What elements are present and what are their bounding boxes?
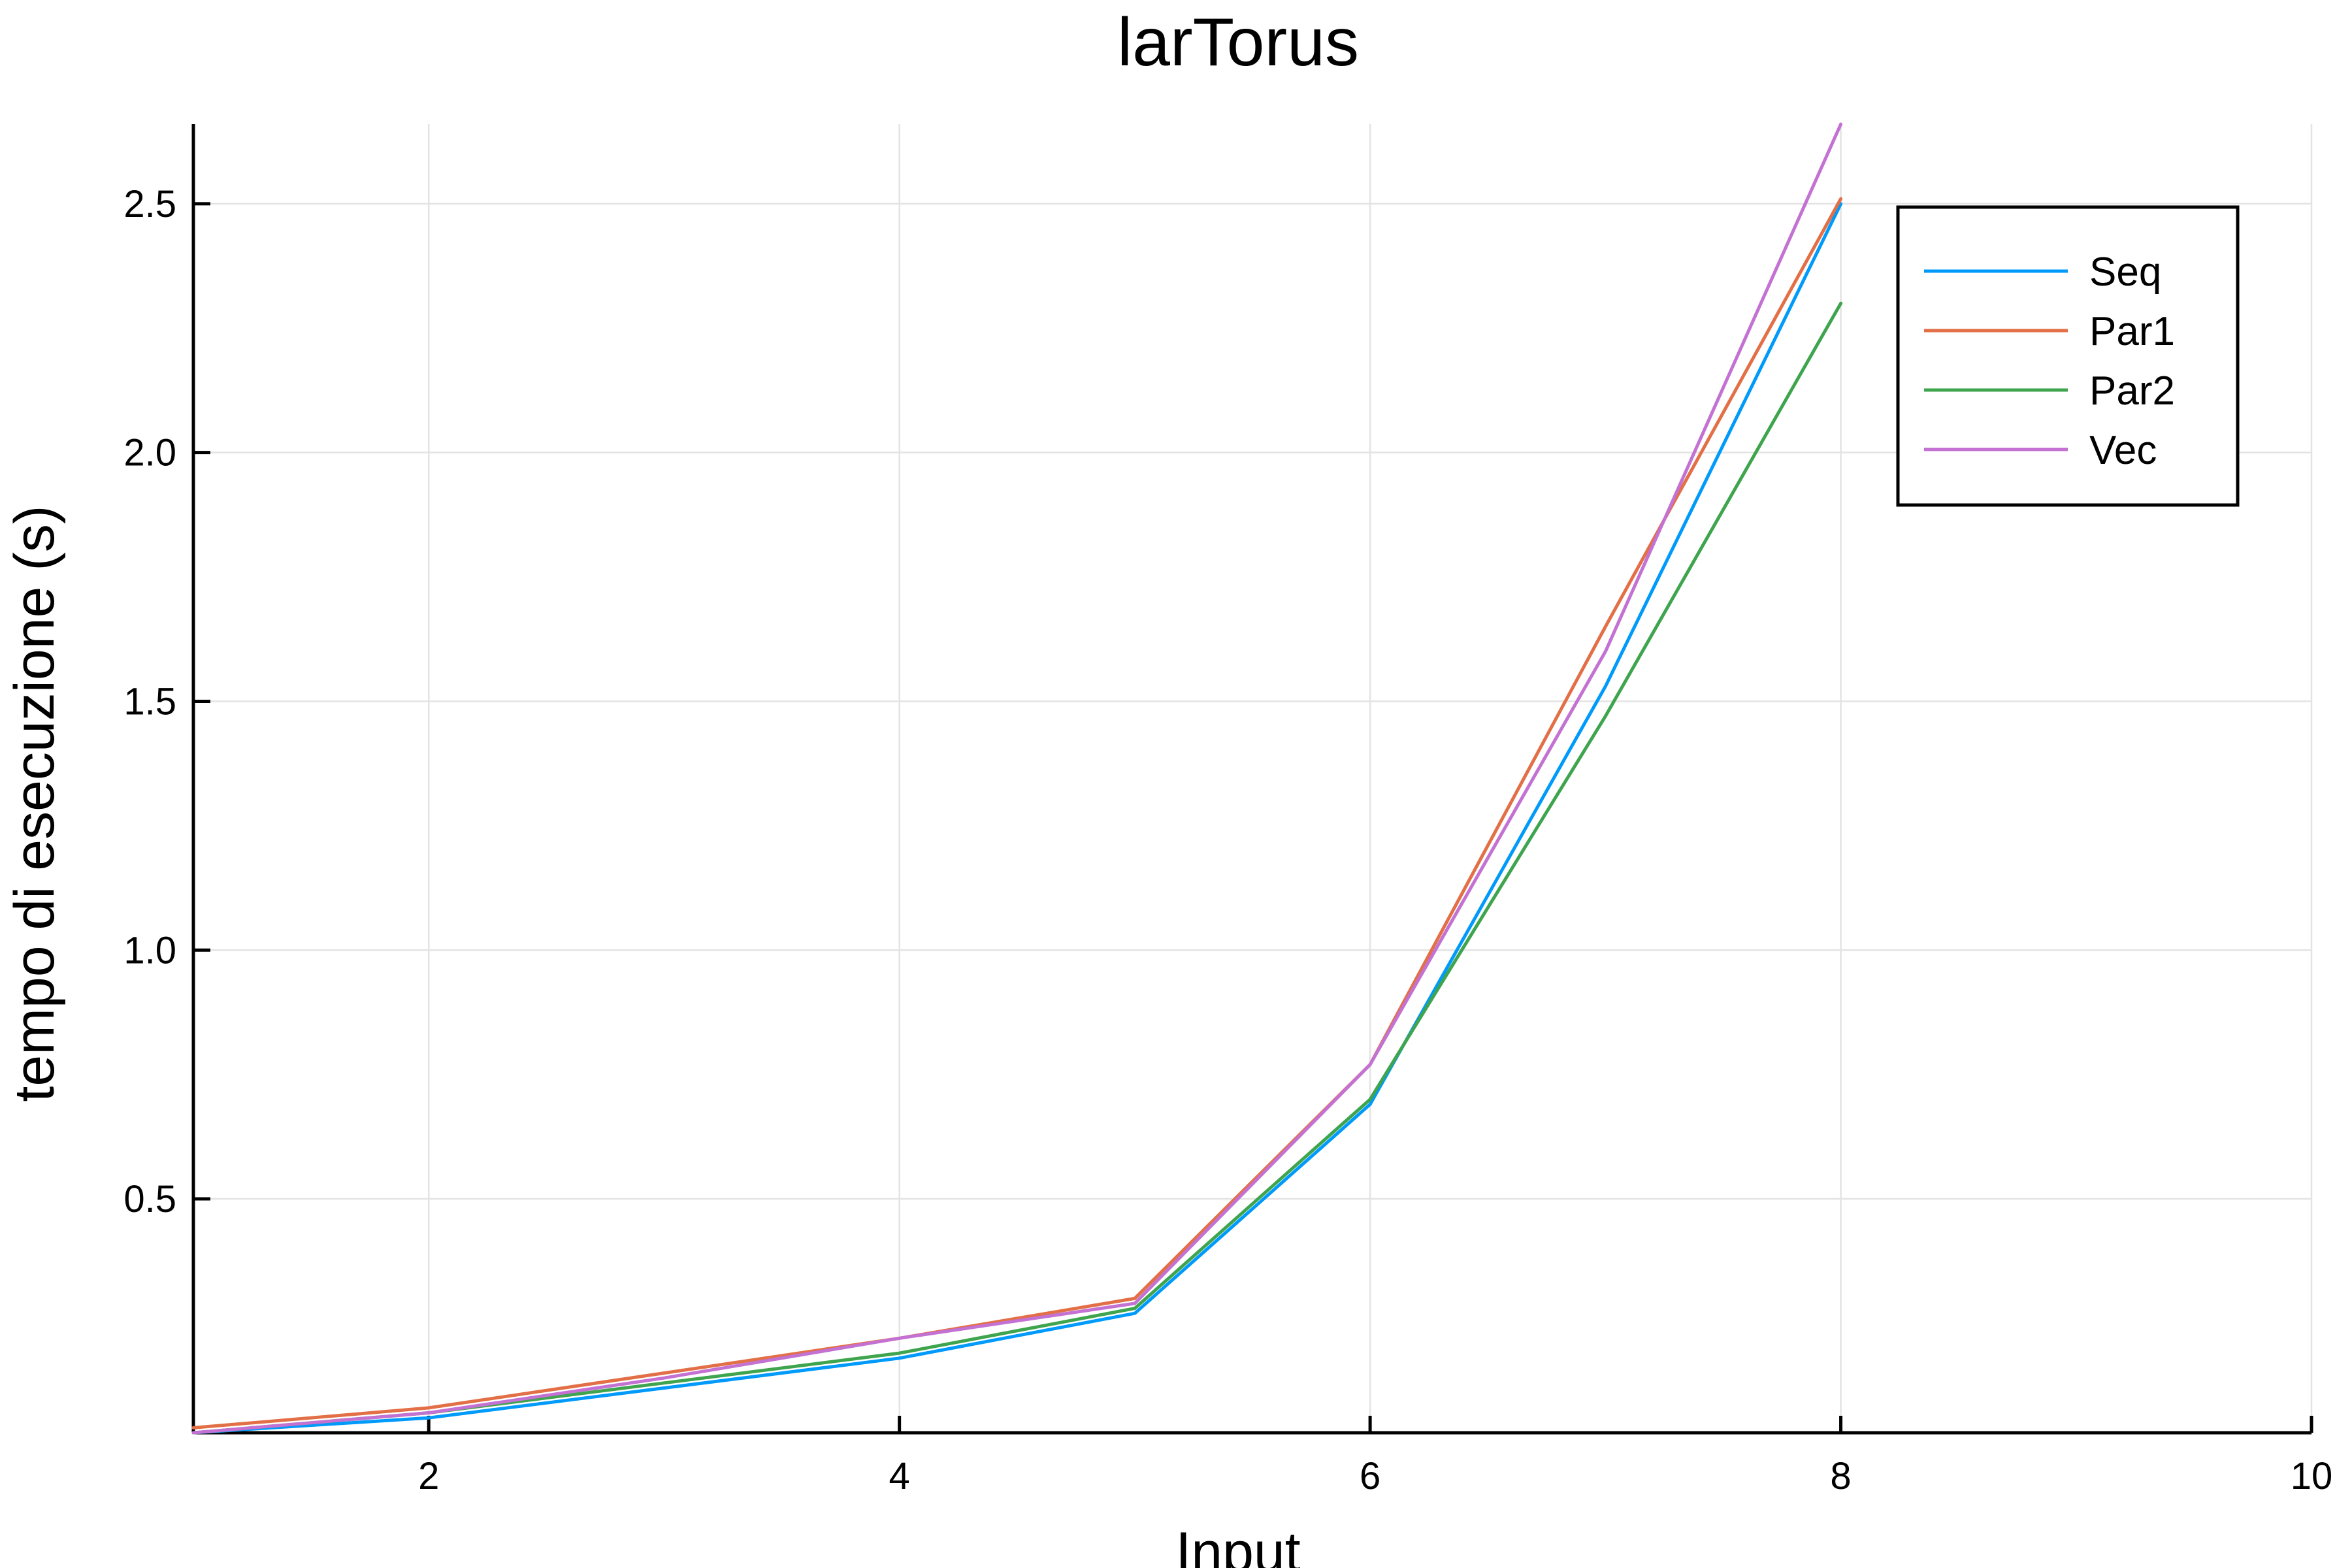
x-gridlines (427, 124, 2313, 1433)
legend-label-par2: Par2 (2089, 368, 2175, 414)
x-tick-label: 2 (418, 1455, 439, 1497)
x-tick-label: 6 (1360, 1455, 1380, 1497)
series-line-par1 (191, 197, 1843, 1429)
y-axis-label: tempo di esecuzione (s) (3, 506, 66, 1102)
legend-label-seq: Seq (2089, 250, 2161, 295)
legend: Seq Par1 Par2 Vec (1896, 205, 2240, 507)
series-line-seq (191, 202, 1843, 1435)
x-axis-label: Input (1175, 1521, 1300, 1568)
x-tick-label: 10 (2291, 1455, 2333, 1497)
legend-label-par1: Par1 (2089, 309, 2175, 354)
x-axis-ticks: 2 4 6 8 10 (418, 1416, 2332, 1497)
legend-box (1896, 205, 2240, 507)
series-line-vec (191, 122, 1843, 1435)
x-tick-label: 8 (1830, 1455, 1851, 1497)
y-tick-label: 1.5 (123, 680, 176, 723)
y-tick-label: 1.0 (123, 929, 176, 972)
series-line-par2 (191, 301, 1843, 1435)
y-tick-label: 0.5 (123, 1178, 176, 1220)
legend-label-vec: Vec (2089, 428, 2157, 473)
y-tick-label: 2.5 (123, 183, 176, 225)
series-lines (191, 122, 1843, 1435)
chart-title: larTorus (1117, 5, 1359, 80)
y-axis-ticks: 0.5 1.0 1.5 2.0 2.5 (123, 183, 210, 1220)
y-tick-label: 2.0 (123, 432, 176, 474)
x-tick-label: 4 (889, 1455, 910, 1497)
